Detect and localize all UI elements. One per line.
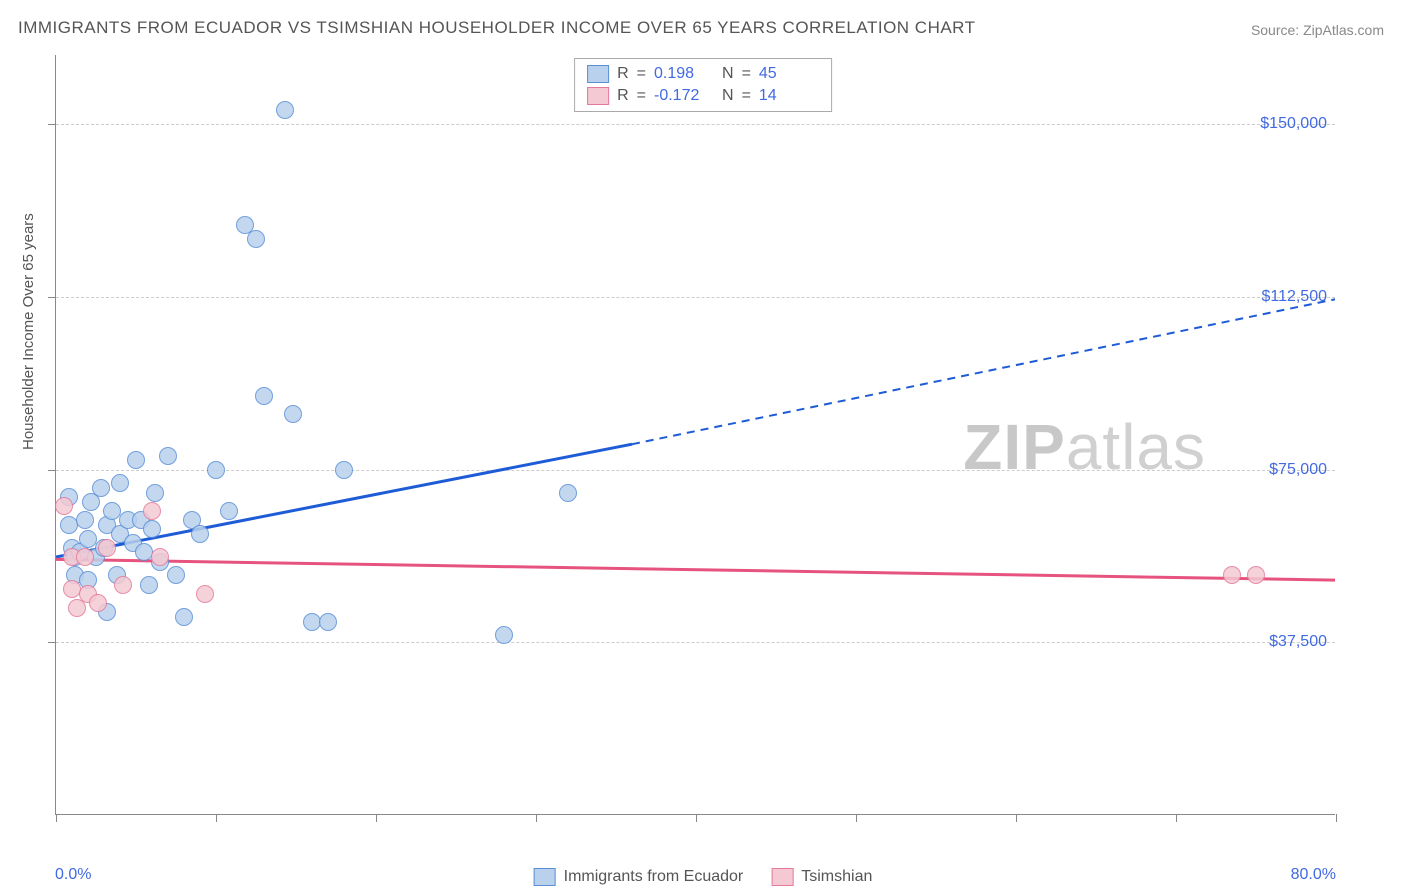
x-axis-max-label: 80.0%: [1291, 866, 1336, 884]
legend-r-label: R: [617, 87, 629, 105]
gridline: [56, 124, 1335, 125]
legend-r-value: -0.172: [654, 87, 714, 105]
scatter-point: [143, 520, 161, 538]
gridline: [56, 470, 1335, 471]
gridline: [56, 297, 1335, 298]
scatter-point: [1223, 566, 1241, 584]
legend-n-value: 45: [759, 65, 819, 83]
y-tick-label: $37,500: [1269, 633, 1327, 651]
x-tick: [376, 814, 377, 822]
scatter-point: [175, 608, 193, 626]
scatter-point: [111, 474, 129, 492]
trendlines: [56, 55, 1335, 814]
y-tick: [48, 297, 56, 298]
legend-swatch: [771, 868, 793, 886]
scatter-point: [319, 613, 337, 631]
y-tick-label: $150,000: [1260, 115, 1327, 133]
y-tick-label: $112,500: [1261, 288, 1327, 306]
scatter-point: [140, 576, 158, 594]
y-axis-title: Householder Income Over 65 years: [20, 213, 37, 450]
scatter-point: [559, 484, 577, 502]
scatter-point: [335, 461, 353, 479]
legend-label: Tsimshian: [801, 868, 872, 886]
scatter-point: [146, 484, 164, 502]
scatter-point: [196, 585, 214, 603]
legend-equals: =: [742, 87, 751, 105]
y-tick: [48, 642, 56, 643]
scatter-point: [247, 230, 265, 248]
series-legend: Immigrants from Ecuador Tsimshian: [534, 868, 873, 886]
x-axis-min-label: 0.0%: [55, 866, 91, 884]
scatter-point: [55, 497, 73, 515]
scatter-point: [167, 566, 185, 584]
scatter-point: [76, 511, 94, 529]
trend-line-dashed: [632, 299, 1335, 444]
legend-swatch: [534, 868, 556, 886]
scatter-point: [92, 479, 110, 497]
trend-line-solid: [56, 559, 1335, 580]
x-tick: [536, 814, 537, 822]
scatter-point: [495, 626, 513, 644]
scatter-point: [159, 447, 177, 465]
scatter-point: [143, 502, 161, 520]
scatter-point: [98, 539, 116, 557]
scatter-point: [76, 548, 94, 566]
y-tick: [48, 470, 56, 471]
legend-row: R = 0.198 N = 45: [587, 63, 819, 85]
source-label: Source: ZipAtlas.com: [1251, 22, 1384, 38]
correlation-legend: R = 0.198 N = 45 R = -0.172 N = 14: [574, 58, 832, 112]
x-tick: [856, 814, 857, 822]
legend-n-value: 14: [759, 87, 819, 105]
legend-swatch: [587, 65, 609, 83]
plot-area: $37,500 $75,000 $112,500 $150,000: [55, 55, 1335, 815]
legend-item: Tsimshian: [771, 868, 872, 886]
legend-item: Immigrants from Ecuador: [534, 868, 744, 886]
scatter-point: [191, 525, 209, 543]
legend-equals: =: [742, 65, 751, 83]
y-tick: [48, 124, 56, 125]
y-tick-label: $75,000: [1269, 461, 1327, 479]
scatter-point: [114, 576, 132, 594]
scatter-point: [220, 502, 238, 520]
scatter-point: [1247, 566, 1265, 584]
scatter-point: [127, 451, 145, 469]
chart-title: IMMIGRANTS FROM ECUADOR VS TSIMSHIAN HOU…: [18, 18, 976, 38]
legend-swatch: [587, 87, 609, 105]
legend-r-value: 0.198: [654, 65, 714, 83]
x-tick: [1336, 814, 1337, 822]
legend-n-label: N: [722, 87, 734, 105]
scatter-point: [284, 405, 302, 423]
legend-equals: =: [637, 87, 646, 105]
legend-equals: =: [637, 65, 646, 83]
x-tick: [1016, 814, 1017, 822]
scatter-point: [276, 101, 294, 119]
x-tick: [216, 814, 217, 822]
scatter-point: [89, 594, 107, 612]
x-tick: [56, 814, 57, 822]
x-tick: [1176, 814, 1177, 822]
x-tick: [696, 814, 697, 822]
scatter-point: [151, 548, 169, 566]
gridline: [56, 642, 1335, 643]
legend-label: Immigrants from Ecuador: [564, 868, 744, 886]
legend-row: R = -0.172 N = 14: [587, 85, 819, 107]
legend-n-label: N: [722, 65, 734, 83]
scatter-point: [255, 387, 273, 405]
legend-r-label: R: [617, 65, 629, 83]
scatter-point: [207, 461, 225, 479]
